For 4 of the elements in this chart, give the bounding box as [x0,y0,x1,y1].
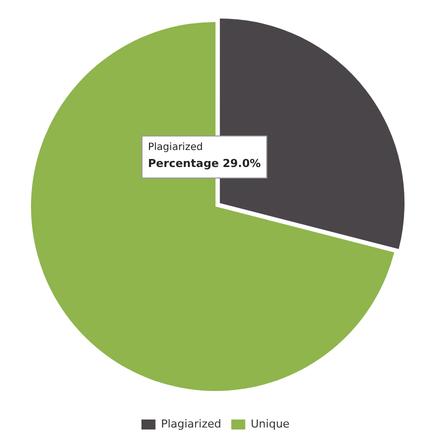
text: Plagiarized [148,142,203,153]
text: Percentage 29.0% [148,157,261,170]
legend-label: Plagiarized [160,417,222,430]
legend-label: Unique [250,417,290,430]
